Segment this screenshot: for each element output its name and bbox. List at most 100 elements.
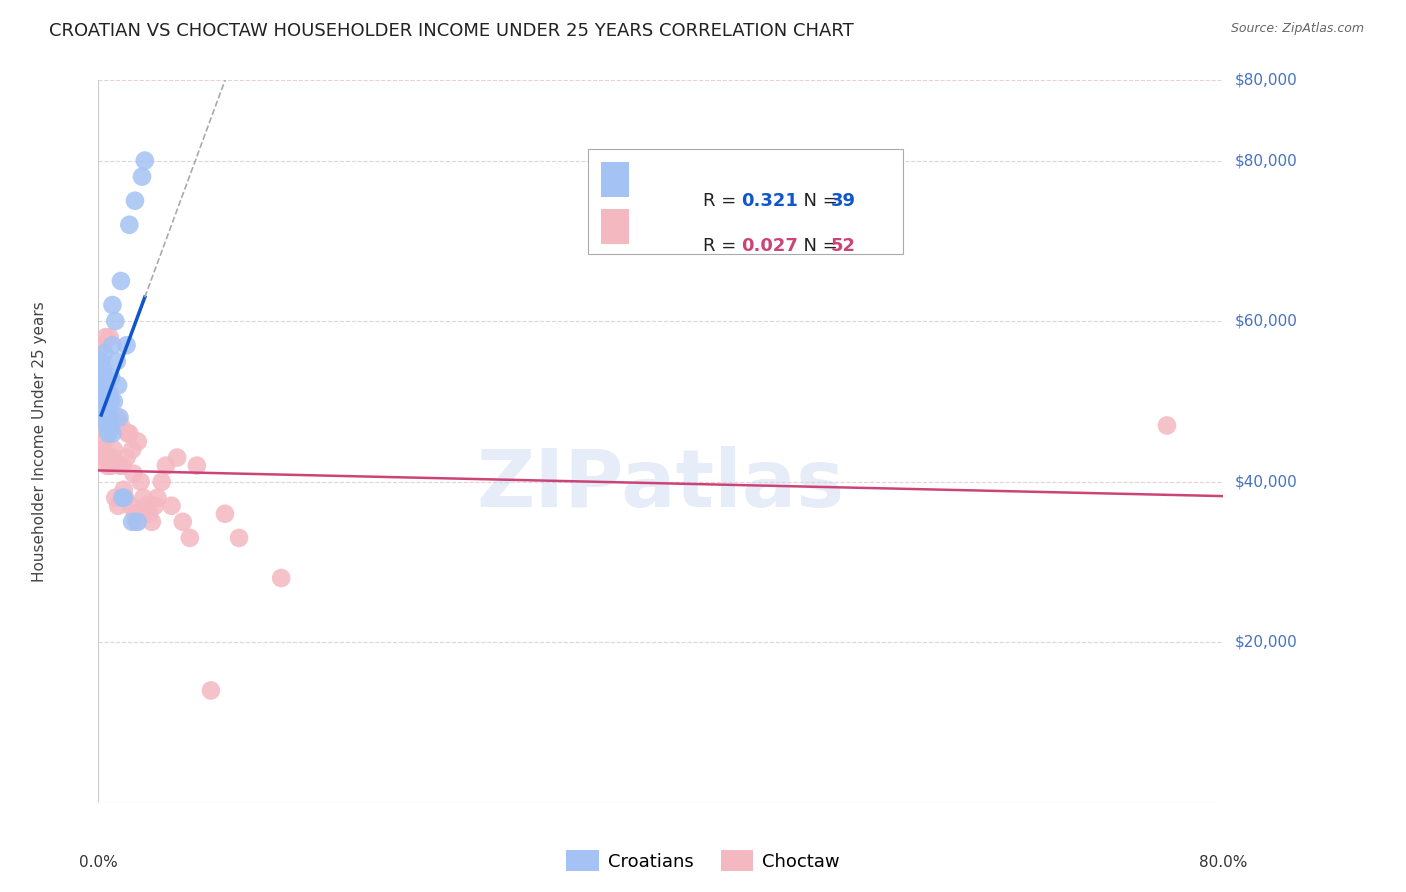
Text: Householder Income Under 25 years: Householder Income Under 25 years — [32, 301, 48, 582]
Point — [105, 354, 128, 368]
Point — [141, 515, 163, 529]
Point — [124, 194, 146, 208]
Point — [135, 499, 157, 513]
Point — [97, 394, 120, 409]
Point — [143, 499, 166, 513]
Point — [101, 298, 124, 312]
Point — [127, 515, 149, 529]
Point — [200, 683, 222, 698]
Point — [101, 450, 124, 465]
Text: 0.027: 0.027 — [741, 236, 799, 255]
Point — [98, 458, 121, 473]
Text: N =: N = — [792, 192, 844, 211]
Point — [96, 378, 118, 392]
Point — [93, 402, 115, 417]
Point — [90, 442, 112, 457]
Point — [228, 531, 250, 545]
Point — [110, 418, 132, 433]
Text: CROATIAN VS CHOCTAW HOUSEHOLDER INCOME UNDER 25 YEARS CORRELATION CHART: CROATIAN VS CHOCTAW HOUSEHOLDER INCOME U… — [49, 22, 853, 40]
Point — [94, 450, 117, 465]
Point — [186, 458, 208, 473]
Text: $40,000: $40,000 — [1234, 475, 1298, 489]
Point — [100, 418, 122, 433]
Point — [100, 370, 122, 384]
Point — [124, 507, 146, 521]
Legend: Croatians, Choctaw: Croatians, Choctaw — [560, 843, 846, 879]
Point — [121, 442, 143, 457]
Point — [214, 507, 236, 521]
Point — [114, 491, 136, 505]
Point — [108, 410, 131, 425]
Point — [91, 362, 114, 376]
Point — [104, 314, 127, 328]
Point — [146, 491, 169, 505]
Text: 52: 52 — [831, 236, 856, 255]
Point — [115, 450, 138, 465]
Point — [101, 338, 124, 352]
Point — [93, 434, 115, 449]
Point — [103, 394, 125, 409]
Point — [105, 410, 128, 425]
Point — [98, 410, 121, 425]
Point — [103, 442, 125, 457]
Text: $60,000: $60,000 — [1234, 314, 1298, 328]
Point — [94, 410, 117, 425]
Point — [117, 426, 139, 441]
Point — [94, 386, 117, 401]
Point — [91, 378, 114, 392]
Text: $80,000: $80,000 — [1234, 153, 1298, 168]
FancyBboxPatch shape — [602, 162, 630, 196]
FancyBboxPatch shape — [588, 149, 903, 253]
Point — [100, 410, 122, 425]
Point — [155, 458, 177, 473]
Text: Source: ZipAtlas.com: Source: ZipAtlas.com — [1230, 22, 1364, 36]
Point — [138, 507, 160, 521]
Point — [94, 330, 117, 344]
Point — [129, 475, 152, 489]
Point — [118, 218, 141, 232]
Point — [125, 515, 148, 529]
Text: $20,000: $20,000 — [1234, 635, 1298, 649]
Point — [97, 426, 120, 441]
Point — [110, 274, 132, 288]
Point — [131, 169, 153, 184]
Point — [101, 426, 124, 441]
Text: N =: N = — [792, 236, 844, 255]
Point — [91, 338, 114, 352]
Point — [112, 491, 135, 505]
Text: 0.321: 0.321 — [741, 192, 799, 211]
Point — [121, 515, 143, 529]
Point — [96, 386, 118, 401]
Point — [1156, 418, 1178, 433]
Point — [97, 402, 120, 417]
Text: 0.0%: 0.0% — [79, 855, 118, 870]
Point — [107, 499, 129, 513]
Point — [111, 458, 134, 473]
Point — [107, 378, 129, 392]
Point — [100, 458, 122, 473]
Text: $80,000: $80,000 — [1234, 73, 1298, 87]
Point — [120, 499, 142, 513]
Point — [98, 386, 121, 401]
Point — [93, 346, 115, 360]
Point — [160, 499, 183, 513]
Point — [127, 434, 149, 449]
Point — [96, 418, 118, 433]
Point — [101, 418, 124, 433]
Text: R =: R = — [703, 192, 742, 211]
Text: 39: 39 — [831, 192, 856, 211]
Point — [122, 467, 145, 481]
Point — [112, 483, 135, 497]
Point — [118, 426, 141, 441]
Point — [104, 491, 127, 505]
Point — [97, 450, 120, 465]
Text: ZIPatlas: ZIPatlas — [477, 446, 845, 524]
Point — [97, 410, 120, 425]
Point — [134, 153, 156, 168]
Point — [90, 354, 112, 368]
Point — [96, 418, 118, 433]
Point — [98, 330, 121, 344]
Text: 80.0%: 80.0% — [1199, 855, 1247, 870]
Point — [132, 491, 155, 505]
Point — [111, 491, 134, 505]
